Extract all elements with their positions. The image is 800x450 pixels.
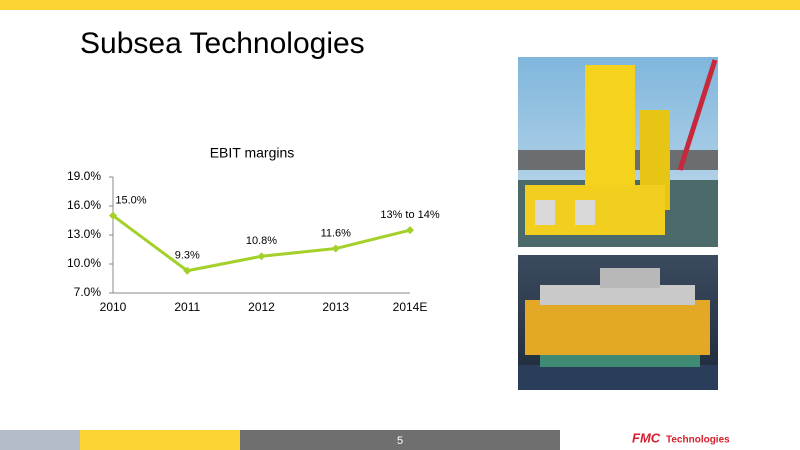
x-tick-label: 2011 [174, 300, 200, 314]
y-tick-label: 19.0% [67, 169, 101, 183]
x-tick-label: 2010 [100, 300, 127, 314]
footer-segment [80, 430, 240, 450]
data-label: 11.6% [321, 227, 352, 239]
chart-title: EBIT margins [210, 145, 295, 161]
chart: 7.0% 10.0% 13.0% 16.0% 19.0% 2010 2011 2012 2013… [67, 169, 440, 314]
point [331, 244, 340, 253]
page-number: 5 [397, 435, 403, 447]
logo-text: Technologies [666, 435, 730, 446]
y-tick-label: 13.0% [67, 227, 101, 241]
point [183, 266, 192, 275]
data-label: 10.8% [246, 235, 277, 247]
top-bar [0, 0, 800, 10]
photo-top [518, 57, 718, 247]
point [257, 252, 266, 261]
point [406, 226, 414, 235]
data-label: 9.3% [175, 250, 200, 262]
footer-segment [240, 430, 560, 450]
point [109, 211, 117, 220]
x-tick-label: 2012 [248, 300, 275, 314]
slide-title: Subsea Technologies [80, 27, 365, 60]
y-tick-label: 16.0% [67, 198, 101, 212]
data-label: 13% to 14% [380, 209, 440, 221]
logo-mark: FMC [632, 430, 661, 445]
photo-bottom [518, 255, 718, 390]
y-tick-label: 7.0% [74, 285, 102, 299]
x-tick-label: 2014E [393, 300, 428, 314]
data-label: 15.0% [115, 195, 146, 207]
y-tick-label: 10.0% [67, 256, 101, 270]
x-tick-label: 2013 [322, 300, 349, 314]
footer-segment [0, 430, 80, 450]
